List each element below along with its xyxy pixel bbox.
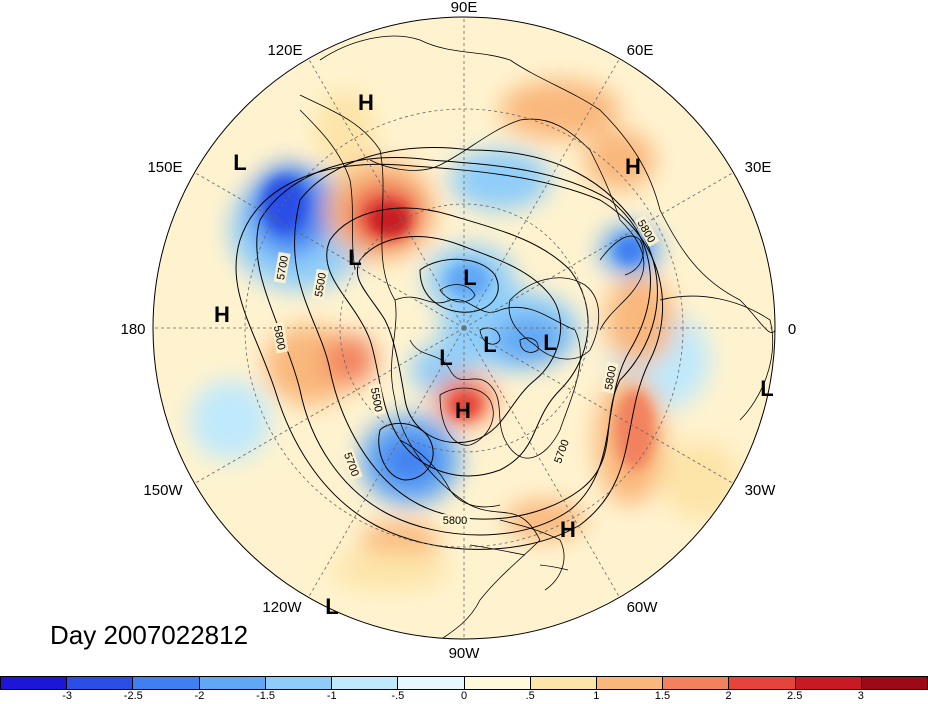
colorbar-tick-label: -.5: [391, 690, 405, 702]
colorbar-swatch: [1, 677, 68, 689]
contour-label: 5800: [601, 361, 619, 394]
colorbar-tick-label: .5: [525, 690, 535, 702]
colorbar-ticks: -3 -2.5 -2 -1.5 -1 -.5 0 .5 1 1.5 2 2.5 3: [0, 690, 928, 704]
pressure-center-low-canada-1: L: [439, 345, 452, 370]
pressure-center-low-canada-3: L: [543, 330, 556, 355]
contour-label: 5500: [311, 268, 329, 301]
contour-label: 5800: [440, 514, 470, 527]
longitude-label-150w: 150W: [143, 482, 183, 499]
longitude-label-30e: 30E: [745, 159, 772, 176]
colorbar-tick-label: 2: [725, 690, 732, 702]
longitude-label-90e: 90E: [451, 0, 478, 16]
pressure-center-high-north-pacific: H: [214, 302, 230, 327]
colorbar: -3 -2.5 -2 -1.5 -1 -.5 0 .5 1 1.5 2 2.5 3: [0, 676, 928, 702]
colorbar-swatch: [67, 677, 134, 689]
contour-label: 5500: [368, 383, 386, 416]
pressure-center-labels: H L H L L L L L H H L H L: [214, 90, 774, 619]
colorbar-swatch: [861, 677, 928, 689]
colorbar-tick-label: 3: [857, 690, 864, 702]
longitude-labels: 90E 60E 30E 0 30W 60W 90W 120W 150W 180 150E 120E: [120, 0, 796, 662]
colorbar-tick-label: 1.5: [654, 690, 671, 702]
colorbar-tick-label: -1.5: [256, 690, 276, 702]
colorbar-swatch: [464, 677, 531, 689]
pressure-center-low-bering: L: [348, 245, 361, 270]
longitude-label-90w: 90W: [449, 645, 481, 662]
longitude-label-150e: 150E: [147, 159, 182, 176]
pressure-center-low-west-pacific: L: [233, 150, 246, 175]
longitude-label-60e: 60E: [627, 42, 654, 59]
longitude-label-0: 0: [788, 321, 796, 338]
longitude-label-60w: 60W: [627, 599, 659, 616]
svg-text:5700: 5700: [275, 255, 291, 281]
longitude-label-30w: 30W: [745, 482, 777, 499]
pressure-center-high-hudson: H: [455, 398, 471, 423]
pressure-center-low-africa: L: [760, 376, 773, 401]
colorbar-swatch: [133, 677, 200, 689]
svg-text:5800: 5800: [271, 325, 287, 351]
colorbar-swatch: [663, 677, 730, 689]
coastlines: [299, 35, 775, 639]
map-boundary: [152, 16, 776, 640]
colorbar-swatch: [596, 677, 664, 689]
colorbar-swatch: [795, 677, 862, 689]
longitude-label-120e: 120E: [267, 42, 302, 59]
svg-text:5500: 5500: [368, 387, 384, 413]
colorbar-swatch: [199, 677, 266, 689]
colorbar-tick-label: -2.5: [123, 690, 143, 702]
pressure-center-high-east-siberia: H: [358, 90, 374, 115]
pressure-center-low-canada-2: L: [483, 332, 496, 357]
pressure-center-low-east-pacific: L: [325, 594, 338, 619]
svg-text:5500: 5500: [313, 272, 329, 298]
geopotential-contours: [235, 147, 664, 550]
colorbar-swatches: [0, 676, 928, 690]
day-label: Day 2007022812: [50, 620, 249, 650]
colorbar-swatch: [729, 677, 796, 689]
pressure-center-high-ural: H: [625, 154, 641, 179]
colorbar-tick-label: -3: [62, 690, 73, 702]
svg-text:5800: 5800: [603, 365, 619, 391]
pressure-center-high-atlantic: H: [560, 517, 576, 542]
colorbar-swatch: [530, 677, 597, 689]
graticule: [153, 17, 775, 639]
colorbar-tick-label: -2: [194, 690, 205, 702]
svg-text:5800: 5800: [443, 515, 467, 527]
longitude-label-120w: 120W: [262, 599, 302, 616]
colorbar-tick-label: 1: [593, 690, 600, 702]
longitude-label-180: 180: [120, 321, 145, 338]
colorbar-swatch: [398, 677, 465, 689]
contour-label: 5700: [273, 251, 291, 284]
pressure-center-low-arctic: L: [463, 265, 476, 290]
contour-label: 5800: [271, 321, 289, 354]
colorbar-swatch: [265, 677, 333, 689]
colorbar-tick-label: -1: [326, 690, 337, 702]
colorbar-tick-label: 0: [460, 690, 468, 702]
colorbar-tick-label: 2.5: [787, 690, 803, 702]
colorbar-swatch: [332, 677, 399, 689]
